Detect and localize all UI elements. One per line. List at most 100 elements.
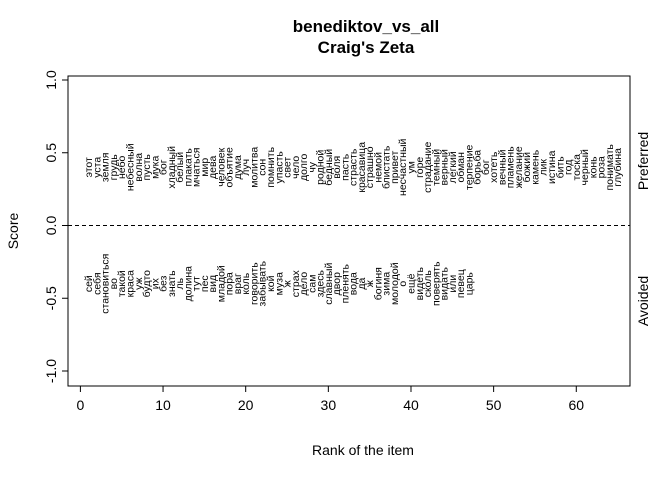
point-label: чу	[306, 161, 318, 172]
point-label: пора	[224, 272, 236, 295]
point-label: желание	[513, 146, 525, 188]
point-label: певец	[455, 269, 467, 298]
point-label: кой	[265, 275, 277, 292]
x-tick-label: 0	[76, 397, 84, 413]
point-label: воля	[331, 156, 343, 179]
point-label: объятие	[224, 147, 236, 187]
point-label: обман	[455, 152, 467, 183]
point-label: этот	[83, 157, 95, 177]
point-label: лик	[538, 159, 550, 176]
point-label: родной	[315, 150, 327, 185]
point-label: царь	[463, 272, 475, 296]
point-label: страсть	[348, 148, 360, 186]
point-label: конь	[587, 156, 599, 178]
point-label: сколь	[422, 270, 434, 298]
point-label: помнить	[265, 146, 277, 187]
point-label: тоска	[571, 154, 583, 181]
point-label: дева	[207, 156, 219, 179]
point-label: грудь	[108, 154, 120, 181]
point-label: луч	[240, 159, 252, 176]
avoided-side-label: Avoided	[635, 276, 651, 326]
point-label: долго	[298, 153, 310, 180]
point-label: краса	[125, 270, 137, 298]
y-tick-label: 0.0	[43, 216, 59, 236]
point-label: ум	[406, 161, 418, 173]
point-label: пасть	[339, 153, 351, 181]
point-label: их	[149, 277, 161, 289]
point-label: пламень	[505, 146, 517, 189]
point-label: ль	[174, 277, 186, 289]
point-label: поверять	[430, 261, 442, 306]
point-label: видать	[439, 266, 451, 300]
point-label: без	[158, 275, 170, 292]
point-label: забывать	[257, 260, 269, 306]
point-label: горе	[414, 157, 426, 178]
point-label: ж	[364, 280, 376, 287]
x-tick-label: 60	[568, 397, 584, 413]
point-label: бедный	[323, 149, 335, 186]
point-label: несчастный	[397, 138, 409, 195]
point-label: истина	[546, 150, 558, 184]
point-label: или	[447, 275, 459, 293]
point-label: привет	[389, 151, 401, 184]
point-label: пес	[199, 275, 211, 292]
x-axis-label: Rank of the item	[312, 442, 414, 458]
y-axis-label: Score	[5, 213, 21, 250]
point-label: зима	[381, 272, 393, 296]
y-tick-label: -0.5	[43, 286, 59, 310]
point-label: упасть	[273, 151, 285, 184]
x-tick-label: 10	[155, 397, 171, 413]
point-label: бог	[158, 159, 170, 175]
point-label: бог	[480, 159, 492, 175]
point-label: блистать	[381, 145, 393, 189]
point-label: роза	[596, 156, 608, 178]
point-label: сам	[306, 275, 318, 293]
point-label: плакать	[182, 148, 194, 187]
point-label: страшно	[364, 146, 376, 188]
point-label: знать	[166, 270, 178, 297]
point-label: вечный	[496, 149, 508, 185]
point-label: немой	[372, 152, 384, 183]
point-label: здесь	[315, 270, 327, 298]
y-tick-label: 1.0	[43, 70, 59, 90]
point-label: мчаться	[191, 148, 203, 188]
point-label: пусть	[141, 154, 153, 181]
point-label: дума	[232, 155, 244, 179]
point-label: уста	[91, 157, 103, 178]
point-label: славный	[323, 263, 335, 305]
point-label: ещё	[406, 273, 418, 293]
point-label: коль	[240, 272, 252, 294]
x-axis: 0 10 20 30 40 50 60	[76, 385, 584, 413]
point-label: младой	[215, 265, 227, 302]
point-label: видеть	[414, 267, 426, 301]
x-tick-label: 40	[403, 397, 419, 413]
point-label: камень	[530, 149, 542, 185]
point-label: красавица	[356, 142, 368, 193]
point-label: дело	[298, 272, 310, 296]
point-label: волна	[133, 153, 145, 182]
x-tick-label: 50	[486, 397, 502, 413]
point-label: богиня	[372, 267, 384, 300]
point-label: небо	[116, 155, 128, 179]
point-label: небесный	[125, 143, 137, 191]
point-label: вид	[207, 275, 219, 293]
point-label: становиться	[100, 254, 112, 314]
y-axis: -1.0 -0.5 0.0 0.5 1.0	[43, 70, 69, 383]
point-label: тут	[191, 276, 203, 291]
point-label: враг	[232, 273, 244, 294]
preferred-side-label: Preferred	[635, 132, 651, 190]
point-label: борьба	[472, 150, 484, 185]
point-label: пленять	[339, 263, 351, 303]
point-label: вода	[348, 272, 360, 295]
point-label: сон	[257, 159, 269, 176]
data-points: этотустаземлягрудьнебонебесныйволнапусть…	[83, 138, 624, 313]
point-label: такой	[116, 270, 128, 297]
point-label: хладный	[166, 146, 178, 189]
point-label: понимать	[604, 144, 616, 191]
chart-title: benediktov_vs_all	[293, 17, 439, 36]
point-label: двор	[331, 272, 343, 295]
point-label: страх	[290, 269, 302, 297]
point-label: молодой	[389, 262, 401, 305]
point-label: хотеть	[488, 151, 500, 183]
